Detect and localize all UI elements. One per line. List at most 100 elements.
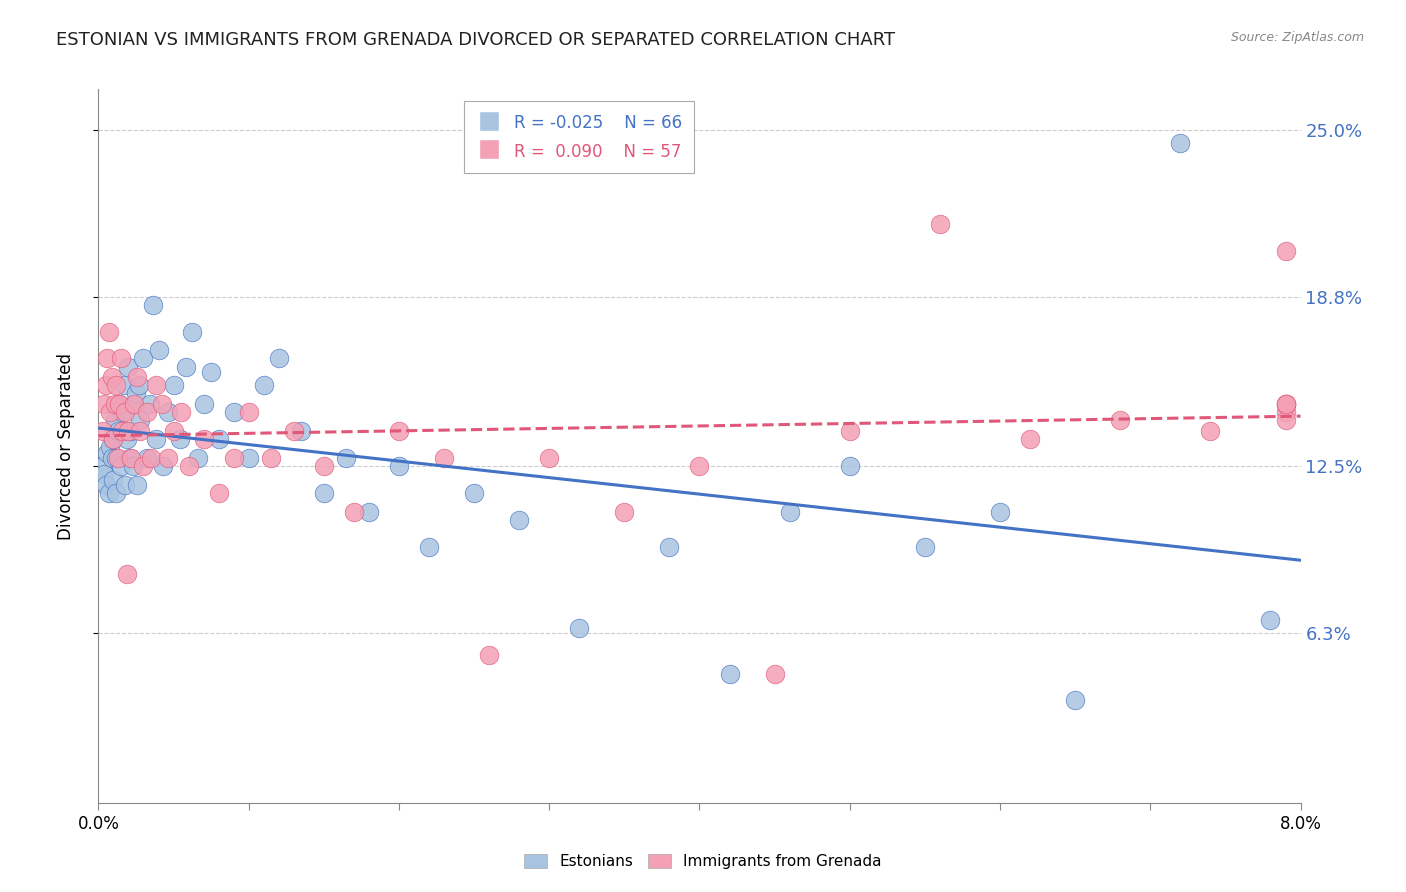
- Point: [193, 397, 215, 411]
- Point: [108, 397, 131, 411]
- Point: [148, 343, 170, 358]
- Point: [763, 666, 786, 681]
- Point: [97, 325, 120, 339]
- Point: [117, 424, 139, 438]
- Point: [122, 459, 145, 474]
- Point: [1274, 405, 1296, 419]
- Point: [169, 432, 191, 446]
- Point: [222, 451, 245, 466]
- Point: [1019, 432, 1042, 446]
- Point: [1109, 413, 1132, 427]
- Point: [838, 424, 860, 438]
- Point: [96, 446, 118, 460]
- Point: [1274, 397, 1296, 411]
- Point: [170, 405, 193, 419]
- Point: [253, 378, 276, 392]
- Point: [568, 621, 591, 635]
- Point: [238, 451, 260, 466]
- Point: [208, 432, 231, 446]
- Point: [538, 451, 561, 466]
- Point: [290, 424, 312, 438]
- Point: [388, 459, 411, 474]
- Point: [162, 378, 184, 392]
- Point: [117, 359, 139, 374]
- Point: [508, 513, 530, 527]
- Point: [1274, 397, 1296, 411]
- Point: [101, 451, 124, 466]
- Point: [132, 459, 155, 474]
- Point: [132, 351, 155, 366]
- Point: [145, 432, 167, 446]
- Point: [128, 378, 150, 392]
- Point: [125, 386, 148, 401]
- Point: [108, 397, 131, 411]
- Point: [267, 351, 290, 366]
- Point: [96, 351, 118, 366]
- Point: [388, 424, 411, 438]
- Point: [100, 405, 122, 419]
- Point: [1199, 424, 1222, 438]
- Point: [118, 451, 141, 466]
- Point: [988, 505, 1011, 519]
- Point: [1274, 244, 1296, 258]
- Point: [1168, 136, 1191, 150]
- Text: ESTONIAN VS IMMIGRANTS FROM GRENADA DIVORCED OR SEPARATED CORRELATION CHART: ESTONIAN VS IMMIGRANTS FROM GRENADA DIVO…: [56, 31, 896, 49]
- Point: [718, 666, 741, 681]
- Point: [114, 478, 136, 492]
- Point: [1064, 693, 1087, 707]
- Point: [111, 405, 134, 419]
- Point: [91, 424, 114, 438]
- Point: [111, 424, 134, 438]
- Text: Source: ZipAtlas.com: Source: ZipAtlas.com: [1230, 31, 1364, 45]
- Point: [418, 540, 440, 554]
- Point: [91, 459, 114, 474]
- Point: [1274, 413, 1296, 427]
- Point: [335, 451, 357, 466]
- Point: [121, 451, 143, 466]
- Point: [478, 648, 501, 662]
- Point: [463, 486, 485, 500]
- Point: [312, 486, 335, 500]
- Point: [838, 459, 860, 474]
- Point: [200, 365, 222, 379]
- Point: [112, 378, 135, 392]
- Point: [121, 424, 143, 438]
- Point: [1260, 613, 1282, 627]
- Point: [156, 405, 179, 419]
- Point: [129, 413, 152, 427]
- Point: [94, 478, 117, 492]
- Point: [928, 217, 950, 231]
- Y-axis label: Divorced or Separated: Divorced or Separated: [56, 352, 75, 540]
- Point: [135, 405, 157, 419]
- Point: [613, 505, 636, 519]
- Point: [110, 459, 132, 474]
- Point: [105, 378, 128, 392]
- Legend: R = -0.025    N = 66, R =  0.090    N = 57: R = -0.025 N = 66, R = 0.090 N = 57: [464, 101, 695, 173]
- Point: [129, 424, 152, 438]
- Point: [260, 451, 283, 466]
- Point: [180, 325, 202, 339]
- Point: [162, 424, 184, 438]
- Point: [193, 432, 215, 446]
- Point: [1274, 397, 1296, 411]
- Point: [283, 424, 305, 438]
- Point: [105, 486, 128, 500]
- Point: [124, 397, 146, 411]
- Point: [152, 459, 174, 474]
- Point: [103, 432, 125, 446]
- Point: [104, 397, 127, 411]
- Point: [145, 378, 167, 392]
- Point: [107, 424, 129, 438]
- Point: [138, 397, 160, 411]
- Point: [115, 432, 138, 446]
- Point: [139, 451, 162, 466]
- Point: [127, 370, 149, 384]
- Point: [135, 451, 157, 466]
- Point: [115, 566, 138, 581]
- Point: [357, 505, 380, 519]
- Point: [658, 540, 681, 554]
- Point: [100, 441, 122, 455]
- Point: [312, 459, 335, 474]
- Point: [114, 405, 136, 419]
- Point: [103, 432, 125, 446]
